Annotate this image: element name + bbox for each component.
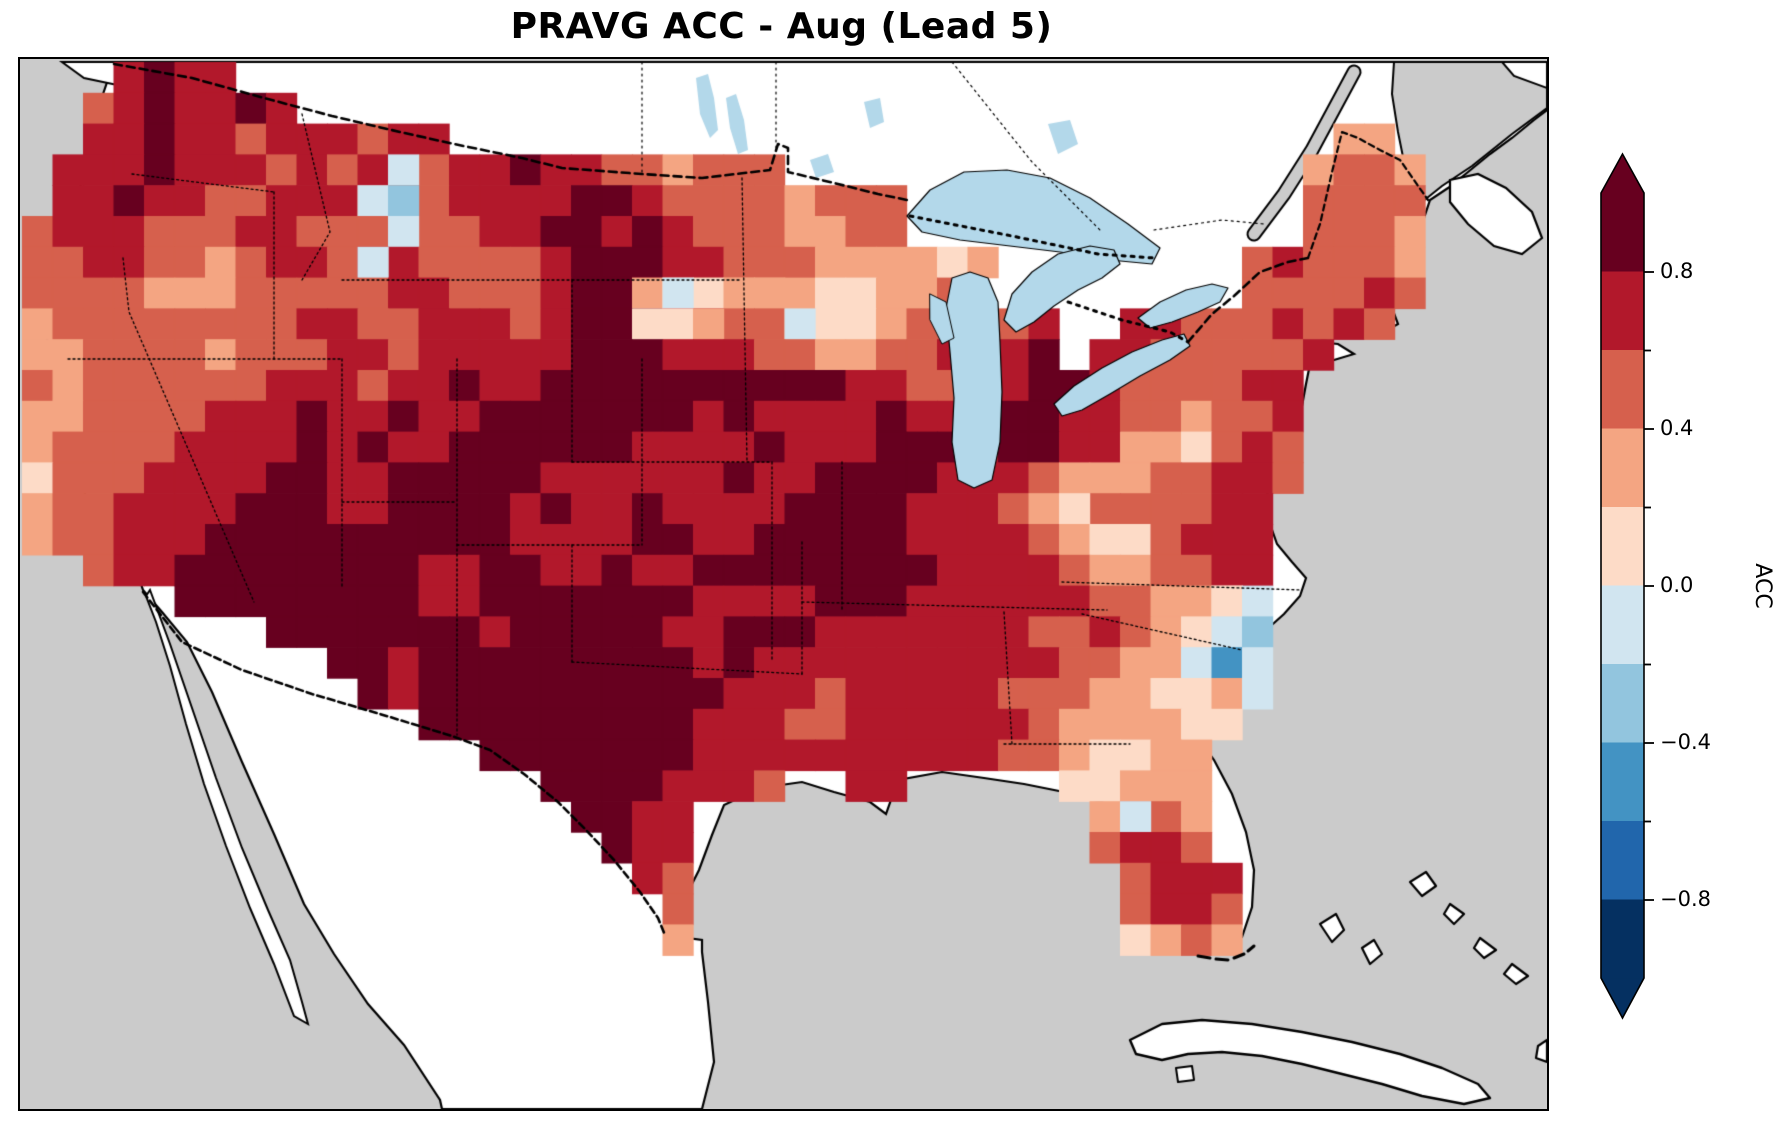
- colorbar-tick-label: −0.8: [1660, 887, 1711, 911]
- chart-title: PRAVG ACC - Aug (Lead 5): [510, 6, 1053, 47]
- colorbar-outline: [1600, 152, 1645, 1020]
- colorbar-tick-label: 0.4: [1660, 416, 1693, 440]
- colorbar-segment: [1601, 428, 1644, 508]
- colorbar-segment: [1601, 193, 1644, 273]
- colorbar-tick-label: 0.0: [1660, 573, 1693, 597]
- colorbar-segment: [1601, 899, 1644, 979]
- us-map-canvas: [20, 59, 1547, 1109]
- colorbar-extend-bottom: [1601, 978, 1644, 1018]
- colorbar-svg: 0.8 0.4 0.0 −0.4 −0.8 ACC: [1600, 152, 1775, 1020]
- map-frame: [18, 57, 1549, 1111]
- colorbar-segment: [1601, 271, 1644, 351]
- colorbar-segment: [1601, 821, 1644, 901]
- colorbar-segment: [1601, 742, 1644, 822]
- colorbar-segment: [1601, 664, 1644, 744]
- colorbar-segment: [1601, 350, 1644, 430]
- colorbar: 0.8 0.4 0.0 −0.4 −0.8 ACC: [1580, 140, 1791, 1040]
- colorbar-tick-label: −0.4: [1660, 730, 1711, 754]
- colorbar-segment: [1601, 585, 1644, 665]
- colorbar-segment: [1601, 507, 1644, 587]
- colorbar-axis-label: ACC: [1750, 563, 1775, 608]
- colorbar-tick-label: 0.8: [1660, 259, 1693, 283]
- colorbar-extend-top: [1601, 154, 1644, 193]
